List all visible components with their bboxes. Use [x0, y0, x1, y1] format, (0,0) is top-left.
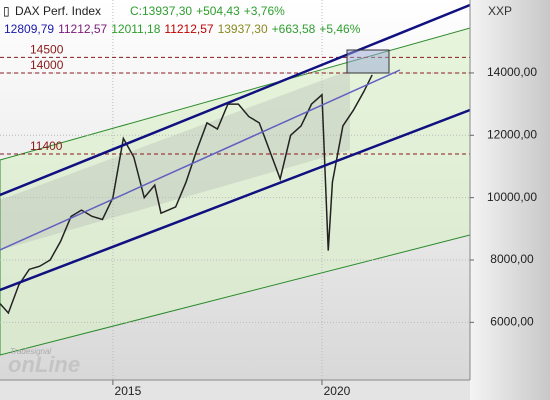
header-value: +504,43 [196, 4, 240, 18]
y-tick-label: 10000,00 [487, 190, 537, 204]
price-line [0, 74, 373, 315]
envelope [0, 70, 350, 250]
y-tick-label: 12000,00 [487, 127, 537, 141]
header-values: 12809,79 11212,57 12011,18 11212,57 13937,30… [4, 22, 361, 36]
header-value: 11212,57 [58, 22, 107, 36]
axis-label: XXP [488, 4, 512, 18]
x-tick-label: 2015 [115, 384, 142, 398]
trend-line [0, 108, 471, 292]
header-values: C:13937,30 +504,43 +3,76% [130, 4, 285, 18]
header-value: +663,58 [272, 22, 316, 36]
target-box [346, 49, 390, 74]
trend-line [0, 3, 471, 197]
header-value: 11212,57 [164, 22, 213, 36]
header-value: +5,46% [319, 22, 360, 36]
header-value: C:13937,30 [130, 4, 192, 18]
level-label: 14000 [30, 58, 64, 72]
level-label: 14500 [30, 43, 64, 57]
y-tick-label: 14000,00 [487, 65, 537, 79]
level-label: 11400 [30, 139, 63, 153]
axis-background [470, 0, 550, 400]
y-tick-label: 8000,00 [490, 252, 534, 266]
header-value: +3,76% [244, 4, 285, 18]
title-icon: ▯ [3, 4, 10, 18]
x-tick-label: 2020 [324, 384, 351, 398]
header-value: 13937,30 [218, 22, 268, 36]
watermark: Tradesignal [10, 347, 51, 356]
chart-title: DAX Perf. Index [15, 4, 101, 18]
trend-line [0, 69, 401, 251]
y-tick-label: 6000,00 [490, 315, 534, 329]
axis-background [0, 380, 470, 400]
header-value: 12809,79 [4, 22, 54, 36]
watermark: onLine [8, 352, 80, 377]
header-value: 12011,18 [111, 22, 160, 36]
